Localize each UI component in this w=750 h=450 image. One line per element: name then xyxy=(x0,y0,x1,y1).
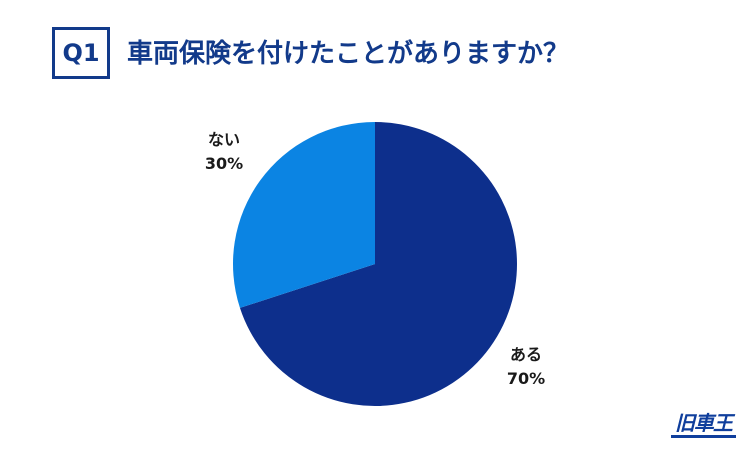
pie-slices xyxy=(233,122,517,406)
slice-value-label: 30% xyxy=(205,154,243,173)
slice-category-label: ない xyxy=(208,130,240,149)
brand-logo-text: 旧車王 xyxy=(675,411,733,435)
brand-logo: 旧車王 xyxy=(671,411,736,438)
pie-labels: ある 70% ない 30% xyxy=(205,130,545,388)
pie-slice-1 xyxy=(233,122,375,308)
pie-slice-0 xyxy=(239,122,517,406)
question-number-badge: Q1 xyxy=(52,27,110,79)
slice-value-label: 70% xyxy=(507,369,545,388)
slice-category-label: ある xyxy=(510,345,542,364)
chart-title: 車両保険を付けたことがありますか？ xyxy=(127,39,570,69)
question-number: Q1 xyxy=(62,39,100,67)
